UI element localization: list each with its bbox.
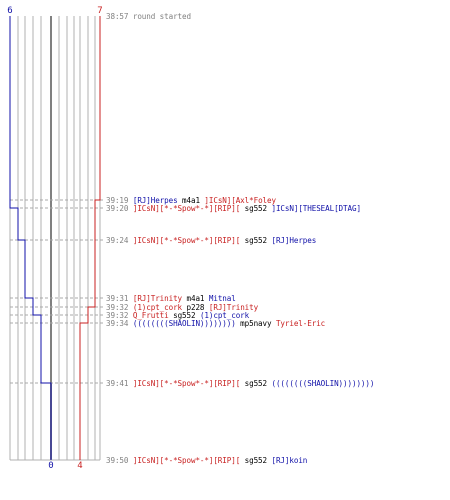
weapon-name: sg552 — [168, 311, 200, 320]
player-name: ]ICsN][*-*Spow*-*][RIP][ — [132, 379, 241, 388]
player-name: [RJ]Trinity — [132, 294, 183, 303]
weapon-name: sg552 — [240, 204, 272, 213]
kill-event-row: 39:19 [RJ]Herpes m4a1 ]ICsN][Axl*Foley — [106, 196, 276, 205]
player-grid-lines — [9, 16, 101, 461]
red-start-count: 7 — [97, 6, 102, 16]
event-time: 39:34 — [106, 319, 133, 328]
player-name: Tyriel-Eric — [275, 319, 326, 328]
event-time: 39:50 — [106, 456, 133, 465]
kill-event-row: 39:24 ]ICsN][*-*Spow*-*][RIP][ sg552 [RJ… — [106, 236, 316, 245]
kill-event-row: 39:41 ]ICsN][*-*Spow*-*][RIP][ sg552 (((… — [106, 379, 374, 388]
player-name: [RJ]Herpes — [271, 236, 317, 245]
player-name: ((((((((SHAOLIN)))))))) — [271, 379, 375, 388]
kill-event-list: 38:57 round started 39:19 [RJ]Herpes m4a1… — [106, 0, 450, 500]
event-time: 39:24 — [106, 236, 133, 245]
event-time: 39:32 — [106, 311, 133, 320]
weapon-name: p228 — [182, 303, 209, 312]
kill-event-row: 39:50 ]ICsN][*-*Spow*-*][RIP][ sg552 [RJ… — [106, 456, 307, 465]
player-name: (1)cpt_cork — [199, 311, 250, 320]
weapon-name: sg552 — [240, 379, 272, 388]
player-name: (1)cpt_cork — [132, 303, 183, 312]
red-end-count: 4 — [77, 461, 82, 471]
player-name: [RJ]Trinity — [208, 303, 259, 312]
weapon-name: mp5navy — [235, 319, 276, 328]
weapon-name: m4a1 — [182, 294, 209, 303]
kill-event-row: 39:34 ((((((((SHAOLIN)))))))) mp5navy Ty… — [106, 319, 325, 328]
player-name: ]ICsN][*-*Spow*-*][RIP][ — [132, 204, 241, 213]
red-team-alive-line — [79, 16, 101, 460]
player-name: ]ICsN][THESEAL[DTAG] — [271, 204, 361, 213]
player-name: [RJ]koin — [271, 456, 308, 465]
kill-event-row: 39:31 [RJ]Trinity m4a1 Mitnal — [106, 294, 236, 303]
event-time: 39:19 — [106, 196, 133, 205]
player-name: Mitnal — [208, 294, 236, 303]
event-time: 39:32 — [106, 303, 133, 312]
player-name: ]ICsN][*-*Spow*-*][RIP][ — [132, 236, 241, 245]
blue-end-count: 0 — [48, 461, 53, 471]
player-name: ((((((((SHAOLIN)))))))) — [132, 319, 236, 328]
kill-event-row: 39:32 Q_Frutti sg552 (1)cpt_cork — [106, 311, 249, 320]
player-name: [RJ]Herpes — [132, 196, 178, 205]
kill-event-row: 39:20 ]ICsN][*-*Spow*-*][RIP][ sg552 ]IC… — [106, 204, 361, 213]
player-name: ]ICsN][*-*Spow*-*][RIP][ — [132, 456, 241, 465]
event-message: round started — [132, 12, 191, 21]
player-name: ]ICsN][Axl*Foley — [204, 196, 276, 205]
weapon-name: sg552 — [240, 456, 272, 465]
event-time: 38:57 — [106, 12, 133, 21]
event-time: 39:41 — [106, 379, 133, 388]
event-guide-lines — [10, 199, 104, 384]
kill-event-row: 38:57 round started — [106, 12, 191, 21]
event-time: 39:20 — [106, 204, 133, 213]
blue-start-count: 6 — [7, 6, 12, 16]
kill-event-row: 39:32 (1)cpt_cork p228 [RJ]Trinity — [106, 303, 258, 312]
weapon-name: sg552 — [240, 236, 272, 245]
event-time: 39:31 — [106, 294, 133, 303]
player-name: Q_Frutti — [132, 311, 169, 320]
blue-team-alive-line — [9, 16, 52, 460]
weapon-name: m4a1 — [177, 196, 205, 205]
